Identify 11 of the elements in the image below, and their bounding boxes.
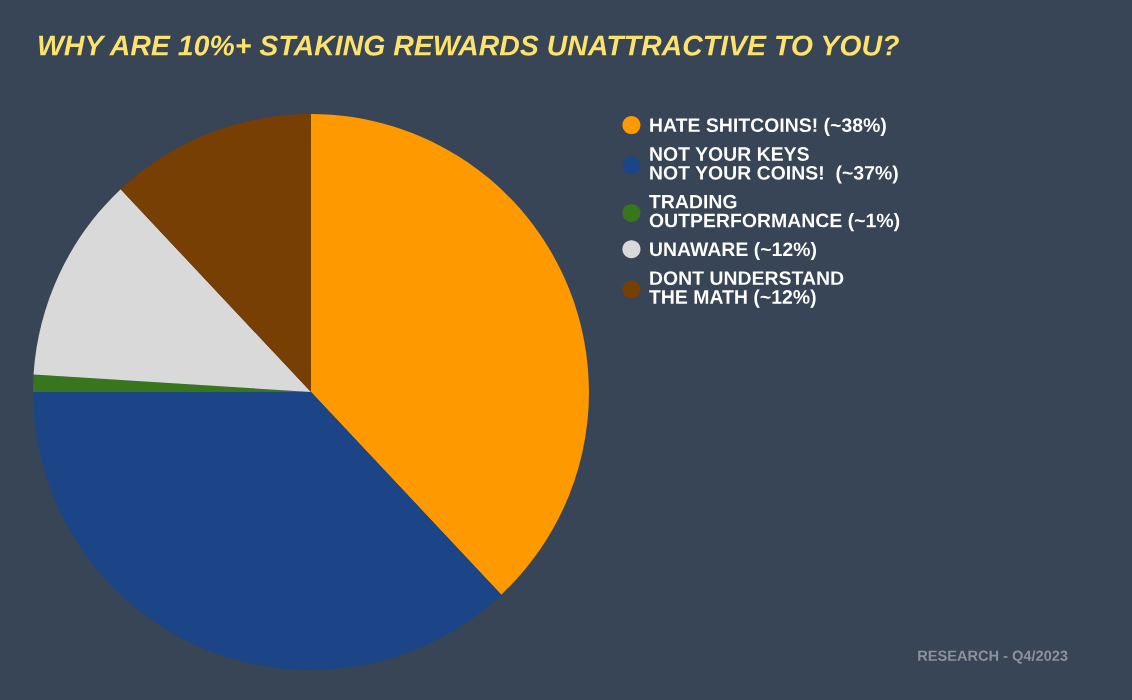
pie-slice xyxy=(120,114,311,392)
legend-label: TRADING OUTPERFORMANCE (~1%) xyxy=(649,194,900,232)
legend-label: UNAWARE (~12%) xyxy=(650,241,816,261)
legend-label: NOT YOUR KEYS NOT YOUR COINS! (~37%) xyxy=(650,147,898,184)
text: RESEARCH - Q4/2023 xyxy=(918,650,1068,664)
legend-label: HATE SHITCOINS! (~38%) xyxy=(650,117,886,136)
pie-slice xyxy=(33,392,502,670)
pie-slice xyxy=(311,114,589,595)
chart-title: WHY ARE 10%+ STAKING REWARDS UNATTRACTIVE TO YOU? xyxy=(39,35,899,56)
pie-slice xyxy=(33,189,311,392)
legend-label: DONT UNDERSTAND THE MATH (~12%) xyxy=(649,271,844,308)
